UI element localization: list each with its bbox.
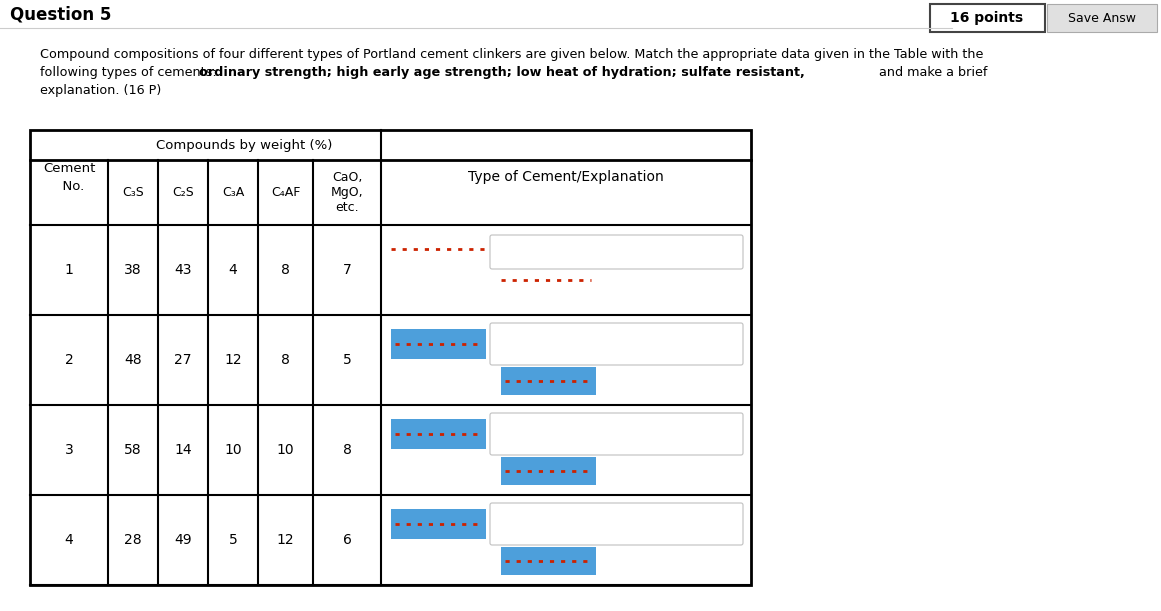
Text: 1: 1 bbox=[65, 263, 73, 277]
Text: C₃A: C₃A bbox=[222, 186, 244, 199]
Text: 8: 8 bbox=[342, 443, 352, 457]
Bar bbox=[502, 367, 596, 395]
Text: 10: 10 bbox=[276, 443, 294, 457]
Text: following types of cements:: following types of cements: bbox=[39, 66, 221, 79]
Text: 12: 12 bbox=[276, 533, 294, 547]
Text: 6: 6 bbox=[342, 533, 352, 547]
Text: Type of Cement/Explanation: Type of Cement/Explanation bbox=[468, 170, 664, 185]
Bar bbox=[391, 419, 486, 449]
Text: 7: 7 bbox=[342, 263, 352, 277]
Text: C₃S: C₃S bbox=[122, 186, 144, 199]
Text: 49: 49 bbox=[174, 533, 192, 547]
Bar bbox=[502, 457, 596, 485]
Text: 5: 5 bbox=[342, 353, 352, 367]
FancyBboxPatch shape bbox=[490, 413, 743, 455]
Text: 8: 8 bbox=[281, 263, 290, 277]
Text: 3: 3 bbox=[65, 443, 73, 457]
Text: 5: 5 bbox=[229, 533, 237, 547]
Text: 38: 38 bbox=[124, 263, 142, 277]
Text: 4: 4 bbox=[65, 533, 73, 547]
Bar bbox=[391, 509, 486, 539]
Bar bbox=[1047, 4, 1158, 32]
Text: ordinary strength; high early age strength; low heat of hydration; sulfate resis: ordinary strength; high early age streng… bbox=[199, 66, 805, 79]
Text: C₂S: C₂S bbox=[172, 186, 194, 199]
Text: and make a brief: and make a brief bbox=[875, 66, 987, 79]
Text: Save Answ: Save Answ bbox=[1068, 12, 1135, 24]
Bar bbox=[930, 4, 1045, 32]
Text: 28: 28 bbox=[124, 533, 142, 547]
FancyBboxPatch shape bbox=[490, 235, 743, 269]
Text: 12: 12 bbox=[224, 353, 241, 367]
Text: 10: 10 bbox=[224, 443, 241, 457]
Text: Compounds by weight (%): Compounds by weight (%) bbox=[157, 139, 333, 152]
Text: 14: 14 bbox=[174, 443, 192, 457]
Text: 4: 4 bbox=[229, 263, 237, 277]
Text: 48: 48 bbox=[124, 353, 142, 367]
Text: 43: 43 bbox=[174, 263, 192, 277]
Bar bbox=[502, 547, 596, 575]
Text: 8: 8 bbox=[281, 353, 290, 367]
Text: CaO,
MgO,
etc.: CaO, MgO, etc. bbox=[331, 171, 363, 214]
Text: Cement
  No.: Cement No. bbox=[43, 162, 95, 193]
Text: 2: 2 bbox=[65, 353, 73, 367]
Text: explanation. (16 P): explanation. (16 P) bbox=[39, 84, 161, 97]
Text: C₄AF: C₄AF bbox=[271, 186, 301, 199]
Bar bbox=[30, 130, 751, 585]
Bar bbox=[391, 329, 486, 359]
FancyBboxPatch shape bbox=[490, 323, 743, 365]
Text: 58: 58 bbox=[124, 443, 142, 457]
Text: Compound compositions of four different types of Portland cement clinkers are gi: Compound compositions of four different … bbox=[39, 48, 983, 61]
FancyBboxPatch shape bbox=[490, 503, 743, 545]
Text: 27: 27 bbox=[174, 353, 192, 367]
Text: Question 5: Question 5 bbox=[10, 5, 111, 23]
Text: 16 points: 16 points bbox=[951, 11, 1024, 25]
